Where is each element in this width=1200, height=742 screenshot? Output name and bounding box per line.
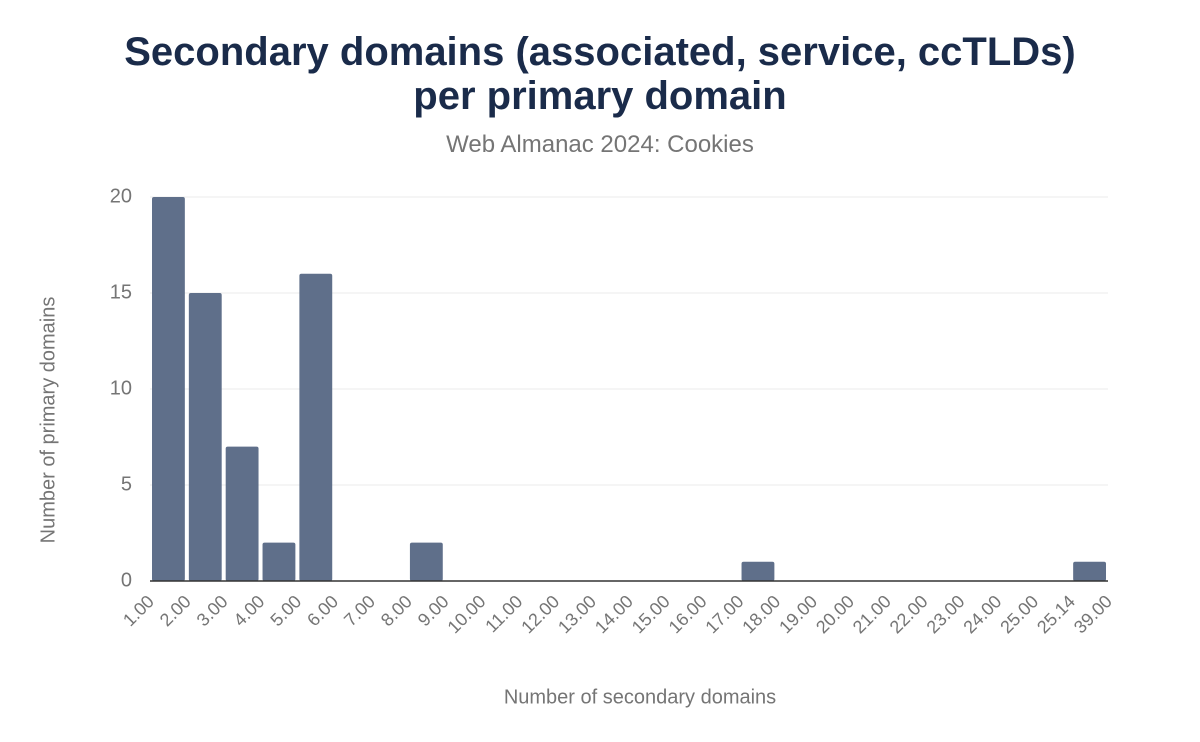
x-tick-label: 21.00 [849, 591, 895, 637]
x-tick-label: 22.00 [886, 591, 932, 637]
x-tick-label: 5.00 [266, 591, 305, 630]
x-tick-label: 10.00 [444, 591, 490, 637]
bar [409, 542, 443, 581]
x-tick-label: 1.00 [119, 591, 158, 630]
x-tick-label: 12.00 [517, 591, 563, 637]
x-tick-label: 13.00 [554, 591, 600, 637]
bar [152, 197, 185, 581]
x-tick-label: 2.00 [156, 591, 195, 630]
chart-subtitle: Web Almanac 2024: Cookies [446, 131, 754, 158]
chart-title: Secondary domains (associated, service, … [124, 30, 1076, 118]
y-tick-label: 0 [121, 569, 132, 591]
bar [262, 542, 296, 581]
x-tick-label: 18.00 [738, 591, 784, 637]
y-axis-label: Number of primary domains [37, 297, 59, 544]
x-tick-label: 17.00 [701, 591, 747, 637]
x-tick-label: 14.00 [591, 591, 637, 637]
x-tick-label: 7.00 [340, 591, 379, 630]
y-tick-label: 20 [110, 185, 132, 207]
y-tick-label: 15 [110, 281, 132, 303]
x-tick-label: 39.00 [1070, 591, 1116, 637]
x-tick-label: 23.00 [923, 591, 969, 637]
x-tick-label: 24.00 [959, 591, 1005, 637]
bar [741, 561, 775, 581]
x-tick-label: 15.00 [628, 591, 674, 637]
x-tick-label: 4.00 [230, 591, 269, 630]
bar [225, 446, 259, 581]
y-tick-label: 10 [110, 377, 132, 399]
x-tick-label: 16.00 [665, 591, 711, 637]
x-tick-label: 25.14 [1033, 591, 1079, 637]
x-tick-label: 11.00 [481, 591, 526, 636]
bar [1073, 561, 1106, 581]
x-tick-label: 25.00 [996, 591, 1042, 637]
x-tick-label: 20.00 [812, 591, 858, 637]
x-tick-label: 3.00 [193, 591, 232, 630]
y-tick-label: 5 [121, 473, 132, 495]
x-tick-label: 19.00 [775, 591, 821, 637]
x-tick-label: 8.00 [377, 591, 416, 630]
bar [188, 293, 222, 581]
x-axis-label: Number of secondary domains [504, 686, 776, 708]
bar [299, 273, 333, 581]
x-tick-label: 6.00 [303, 591, 342, 630]
